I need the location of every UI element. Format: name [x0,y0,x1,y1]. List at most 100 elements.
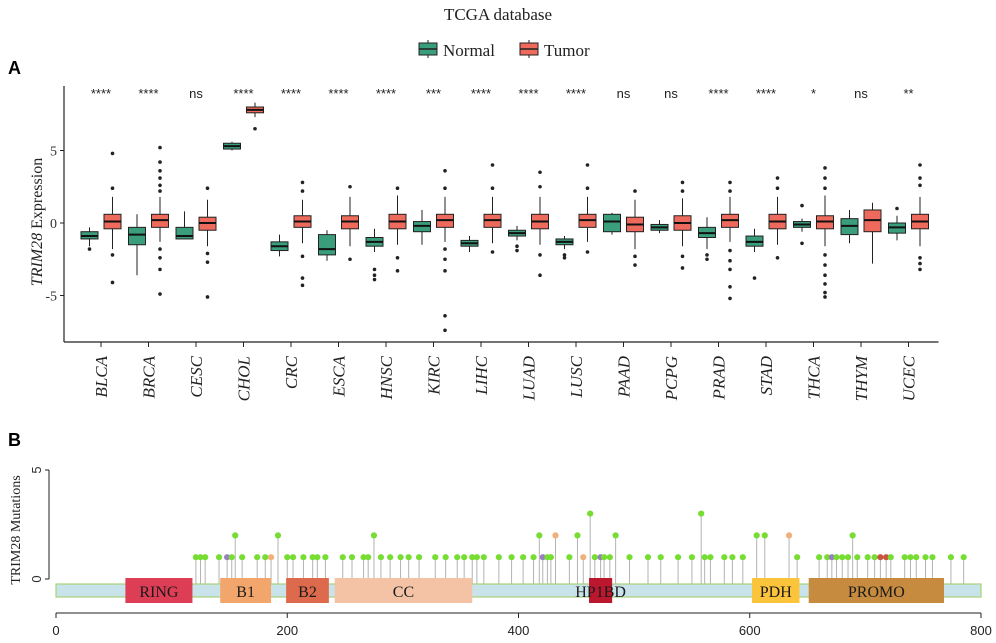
x-tick-label-paad: PAAD [615,355,634,398]
box-tumor-esca [341,184,359,262]
outlier-point [300,276,305,280]
domain-box [752,578,800,603]
x-tick-label-crc: CRC [282,355,301,389]
outlier-point [205,251,210,256]
box-tumor-chol [246,102,264,131]
outlier-point [348,257,352,262]
significance-label: **** [138,86,158,101]
domain-label: CC [393,584,414,601]
mutation-point [707,554,714,561]
significance-label: **** [708,86,728,101]
outlier-point [585,250,590,254]
mutation-point [729,554,736,561]
x-tick-label-thym: THYM [852,355,871,401]
x-tick-label-b: 0 [52,623,59,638]
outlier-point [728,248,732,253]
x-tick-label-pcpg: PCPG [662,356,681,401]
legend-label-normal: Normal [443,41,495,60]
outlier-point [538,253,542,257]
outlier-point [395,255,400,260]
outlier-point [752,276,757,280]
mutation-point [232,532,239,539]
box-normal-cesc [175,211,194,240]
outlier-point [895,206,899,211]
domain-box [808,578,944,603]
box-tumor-thym [863,202,882,264]
box-tumor-ucec [911,163,929,272]
outlier-point [372,277,377,282]
significance-label: ns [854,86,868,101]
mutation-point [267,554,275,561]
outlier-point [705,253,709,257]
outlier-point [680,254,685,259]
y-tick-label-a: -5 [45,290,57,305]
mutation-point [907,554,914,561]
box-tumor-thca [816,166,834,299]
significance-label: **** [518,86,538,101]
mutation-point [794,554,801,561]
box-normal-lusc [555,236,574,260]
mutation-point [415,554,423,561]
outlier-point [918,176,922,180]
outlier-point [443,269,447,273]
mutation-point [508,554,515,561]
mutation-point [960,554,967,561]
mutation-point [197,554,204,561]
domain-hp1bd: HP1BD [575,578,626,603]
mutation-point [828,554,835,561]
outlier-point [823,282,827,286]
significance-label: * [811,86,816,101]
domain-b1: B1 [220,578,272,603]
box-normal-lihc [460,236,479,252]
outlier-point [490,250,495,254]
box-normal-brca [128,214,146,276]
outlier-point [775,186,780,190]
significance-label: ** [903,86,913,101]
outlier-point [823,273,827,278]
mutation-point [574,532,581,539]
outlier-point [918,261,922,266]
mutation-point [761,532,768,539]
panel-label-a: A [8,58,21,78]
mutation-point [300,554,307,561]
outlier-point [918,255,922,260]
outlier-point [348,184,352,189]
domain-box [220,578,272,603]
significance-label: **** [91,86,111,101]
x-tick-label-kirc: KIRC [425,355,444,395]
outlier-point [443,186,447,190]
outlier-point [680,266,685,270]
mutation-point [591,554,598,561]
box-tumor-prad [721,180,739,301]
mutation-point [480,554,487,561]
boxplot-panel: 50-5BLCA****BRCA****CESCnsCHOL****CRC***… [45,86,939,401]
domain-promo: PROMO [808,578,944,603]
outlier-point [158,160,162,164]
mutation-point [239,554,246,561]
outlier-point [538,273,542,278]
mutation-point [844,554,852,561]
outlier-point [800,241,804,246]
outlier-point [775,176,780,180]
significance-label: **** [566,86,586,101]
outlier-point [158,189,162,193]
box-tumor-lihc [483,163,502,254]
domain-label: B2 [298,584,317,601]
mutation-point [202,554,209,561]
box-normal-stad [745,228,764,280]
mutation-point [192,554,200,561]
mutation-point [274,532,282,539]
mutation-point [566,554,573,561]
outlier-point [823,186,827,190]
x-tick-label-prad: PRAD [710,355,729,400]
mutation-point [721,554,728,561]
significance-label: **** [281,86,301,101]
box-body [175,226,194,240]
mutation-point [530,554,537,561]
significance-label: ns [617,86,631,101]
mutation-point [432,554,439,561]
outlier-point [158,183,162,188]
mutation-point [215,554,223,561]
significance-label: **** [756,86,776,101]
